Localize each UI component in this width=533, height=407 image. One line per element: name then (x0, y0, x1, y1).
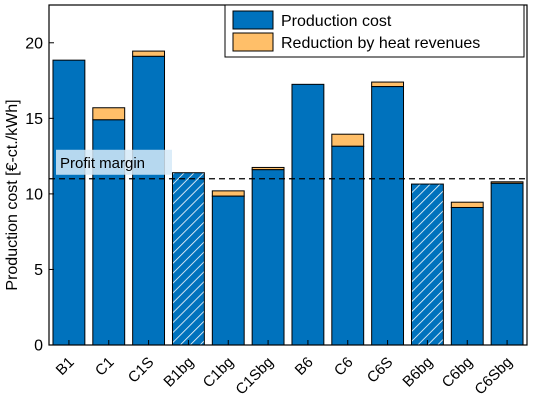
legend-swatch-production-cost (232, 10, 274, 30)
profit-margin-group: Profit margin (49, 149, 527, 180)
y-tick-label: 20 (25, 35, 43, 52)
bar-production-c6bg (450, 206, 484, 346)
profit-margin-label: Profit margin (60, 155, 145, 172)
profit-margin-label-background (56, 149, 172, 175)
bar-production-b1 (52, 59, 86, 346)
bar-production-c1s (132, 55, 166, 346)
x-tick-label: B6 (292, 354, 317, 379)
bar-production-c1bg (211, 195, 245, 346)
legend-label-reduction: Reduction by heat revenues (281, 35, 480, 52)
x-tick-label: B1bg (160, 354, 197, 391)
x-tick-label: C6bg (439, 354, 476, 391)
bar-reduction-c1s (132, 50, 166, 57)
bar-production-b1bg (171, 172, 205, 346)
bar-production-c1sbg (251, 169, 285, 346)
y-axis-label: Production cost [€-ct./kWh] (4, 99, 21, 290)
x-tick-label: B6bg (399, 354, 436, 391)
y-tick-label: 15 (25, 111, 43, 128)
x-tick-label: C6 (331, 354, 357, 380)
x-tick-label: C1Sbg (232, 354, 276, 398)
bar-reduction-c6 (331, 133, 365, 147)
x-tick-label: C1S (125, 354, 158, 387)
bar-production-b6bg (410, 183, 444, 346)
bar-reduction-c6bg (450, 201, 484, 208)
bars-group (52, 50, 524, 346)
legend-box (224, 4, 525, 58)
x-tick-label: C6Sbg (471, 354, 515, 398)
bar-production-b6 (291, 83, 325, 346)
x-tick-label: B1 (53, 354, 78, 379)
x-tick-label: C1 (92, 354, 118, 380)
y-tick-label: 5 (34, 262, 43, 279)
x-tick-label: C6S (364, 354, 397, 387)
bar-production-c6sbg (490, 182, 524, 346)
legend-swatch-reduction (232, 32, 274, 52)
bar-production-c6s (371, 86, 405, 346)
x-tick-label: C1bg (200, 354, 237, 391)
bar-production-c6 (331, 145, 365, 346)
y-tick-label: 10 (25, 186, 43, 203)
bar-reduction-c1 (92, 107, 126, 121)
legend-label-production-cost: Production cost (281, 13, 392, 30)
bar-reduction-c1bg (211, 190, 245, 197)
bar-reduction-c6s (371, 81, 405, 88)
legend: Production cost Reduction by heat revenue… (224, 4, 525, 58)
y-tick-label: 0 (34, 338, 43, 355)
